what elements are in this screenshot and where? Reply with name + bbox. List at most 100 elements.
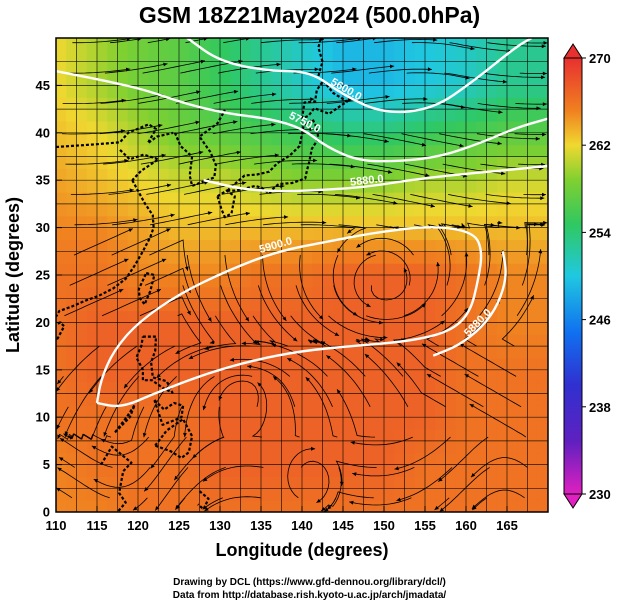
field-cell (97, 144, 108, 158)
field-cell (507, 73, 518, 86)
field-cell (199, 168, 211, 181)
field-cell (322, 369, 334, 383)
field-cell (466, 429, 477, 442)
field-cell (486, 120, 498, 134)
field-cell (425, 239, 436, 252)
field-cell (189, 476, 201, 489)
field-cell (271, 168, 283, 181)
field-cell (179, 203, 190, 217)
credit-line-dcl: Drawing by DCL (https://www.gfd-dennou.o… (173, 577, 446, 588)
field-cell (271, 464, 283, 478)
field-cell (107, 192, 119, 205)
field-cell (322, 488, 334, 501)
field-cell (271, 476, 283, 489)
field-cell (466, 405, 477, 418)
field-cell (220, 132, 231, 146)
field-cell (332, 192, 344, 205)
field-cell (250, 322, 262, 335)
field-cell (250, 275, 262, 288)
field-cell (250, 286, 262, 300)
field-cell (445, 61, 457, 75)
field-cell (76, 440, 88, 454)
field-cell (261, 286, 272, 300)
field-cell (199, 85, 211, 98)
field-cell (107, 381, 119, 395)
field-cell (322, 180, 334, 193)
field-cell (322, 109, 334, 122)
field-cell (158, 286, 170, 300)
field-cell (240, 393, 252, 406)
field-cell (466, 417, 477, 430)
streamline (64, 376, 102, 436)
field-cell (138, 405, 149, 418)
field-cell (414, 156, 426, 169)
field-cell (158, 61, 170, 75)
field-cell (230, 156, 242, 169)
streamline-arrowhead (188, 355, 194, 359)
field-cell (66, 109, 78, 122)
field-cell (302, 49, 313, 63)
field-cell (199, 132, 211, 146)
field-cell (414, 109, 426, 122)
streamline (99, 124, 163, 135)
field-cell (322, 49, 334, 63)
field-cell (117, 97, 129, 110)
field-cell (527, 286, 539, 300)
streamline (501, 295, 535, 347)
field-cell (394, 500, 406, 512)
field-cell (507, 239, 518, 252)
streamline-arrowhead (385, 95, 390, 99)
field-cell (291, 393, 303, 406)
field-cell (404, 452, 416, 466)
field-cell (56, 144, 67, 158)
field-cell (168, 215, 180, 229)
field-cell (466, 346, 477, 359)
field-cell (322, 464, 334, 478)
field-cell (250, 109, 262, 122)
field-cell (291, 132, 303, 146)
field-cell (496, 298, 508, 312)
field-cell (302, 132, 313, 146)
field-cell (127, 132, 139, 146)
field-cell (353, 61, 365, 75)
field-cell (291, 73, 303, 86)
field-cell (455, 120, 467, 134)
field-cell (261, 97, 272, 110)
streamline-arrowhead (64, 431, 69, 436)
field-cell (384, 464, 395, 478)
field-cell (76, 156, 88, 169)
field-cell (240, 298, 252, 312)
field-cell (476, 156, 488, 169)
field-cell (66, 417, 78, 430)
field-cell (414, 132, 426, 146)
field-cell (384, 251, 395, 264)
field-cell (517, 180, 529, 193)
streamline-arrowhead (464, 252, 469, 257)
field-cell (394, 132, 406, 146)
streamline-arrowhead (209, 340, 215, 345)
field-cell (291, 227, 303, 241)
streamline (366, 250, 411, 286)
field-cell (107, 180, 119, 193)
field-cell (322, 346, 334, 359)
field-cell (435, 144, 447, 158)
field-cell (394, 192, 406, 205)
field-cell (425, 85, 436, 98)
field-cell (486, 192, 498, 205)
streamline-arrowhead (118, 289, 124, 293)
field-cell (312, 97, 324, 110)
field-cell (373, 109, 385, 122)
field-cell (281, 346, 293, 359)
field-cell (220, 310, 231, 323)
field-cell (332, 215, 344, 229)
field-cell (312, 263, 324, 276)
field-cell (353, 120, 365, 134)
streamline-arrowhead (144, 487, 149, 492)
field-cell (486, 85, 498, 98)
field-cell (86, 464, 98, 478)
streamline-arrowhead (313, 158, 318, 163)
field-cell (97, 215, 108, 229)
field-cell (322, 263, 334, 276)
field-cell (117, 251, 129, 264)
field-cell (209, 144, 221, 158)
